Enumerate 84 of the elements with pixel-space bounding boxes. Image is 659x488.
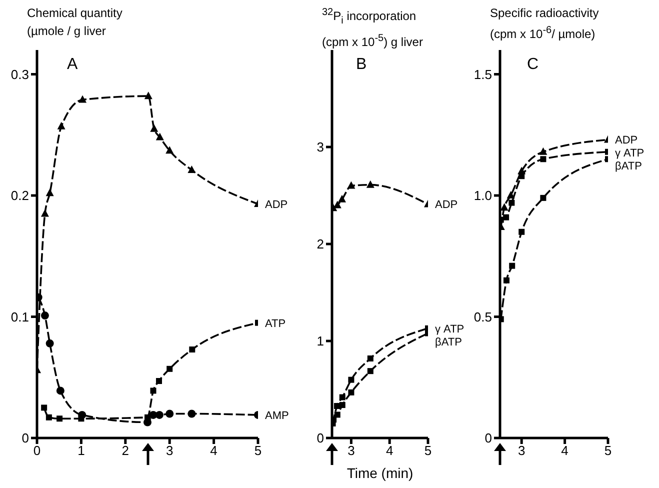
y-tick-label: 0.2 (10, 188, 29, 204)
point (334, 402, 340, 409)
chart-title: C (527, 56, 539, 74)
x-axis-title: Time (min) (346, 465, 414, 481)
y-axis-title: Chemical quantity (µmole / g liver (27, 5, 122, 40)
x-tick-label: 3 (166, 443, 174, 458)
x-tick-label: 3 (348, 443, 355, 458)
point (56, 416, 63, 422)
x-tick-label: 5 (424, 443, 432, 458)
point (339, 394, 346, 400)
series-label: ADP (435, 199, 458, 212)
point (503, 214, 510, 220)
point (506, 191, 515, 198)
point (57, 122, 66, 130)
point (144, 92, 152, 100)
x-tick-label: 1 (78, 443, 85, 458)
point (56, 386, 64, 395)
point (540, 156, 546, 162)
y-tick-label: 0 (22, 430, 29, 446)
point (518, 228, 525, 235)
series-label: ADP (265, 198, 288, 211)
point (500, 203, 508, 211)
y-tick-label: 0.1 (10, 309, 29, 324)
point (41, 404, 48, 411)
point (46, 339, 54, 348)
point (339, 402, 346, 408)
x-tick-label: 5 (604, 443, 612, 458)
point (166, 410, 174, 418)
point (338, 194, 346, 202)
point (155, 410, 164, 419)
point (509, 262, 516, 269)
point (367, 368, 374, 374)
point (367, 355, 374, 362)
point (40, 209, 49, 217)
x-tick-label: 2 (122, 443, 130, 458)
point (189, 346, 196, 352)
point (156, 378, 162, 384)
y-tick-label: 0.5 (474, 309, 492, 324)
y-tick-label: 2 (316, 236, 324, 252)
y-tick-label: 1.0 (474, 188, 492, 204)
y-tick-label: 0.3 (10, 66, 29, 82)
y-axis-title: Specific radioactivity (cpm x 10$^{-6}$/ µmole) (490, 5, 599, 43)
point (40, 312, 49, 320)
point (508, 200, 515, 206)
point (348, 389, 354, 396)
point (188, 410, 196, 418)
point (78, 95, 87, 103)
point (503, 277, 510, 284)
point (366, 180, 374, 188)
series-label: γ ATP (435, 323, 464, 336)
x-tick-label: 4 (561, 443, 568, 458)
point (539, 147, 548, 155)
point (540, 194, 546, 201)
chart-title: B (356, 56, 367, 74)
series-label: γ ATP (615, 148, 644, 160)
point (334, 412, 340, 418)
point (150, 124, 158, 132)
x-tick-label: 4 (386, 443, 394, 458)
x-tick-label: 4 (210, 443, 218, 458)
point (150, 388, 156, 394)
point (166, 366, 173, 372)
y-tick-label: 0 (316, 430, 324, 446)
y-axis-title: $^{32}$P$_{i}$ incorporation (cpm x 10$^{-5}$) g liver (322, 6, 423, 52)
series-label: ADP (615, 134, 638, 147)
y-tick-label: 1 (316, 334, 324, 349)
series-label: AMP (265, 410, 289, 422)
x-tick-label: 5 (254, 443, 262, 458)
series-label: ATP (265, 318, 286, 330)
y-tick-label: 3 (316, 140, 324, 155)
point (46, 414, 52, 420)
y-tick-label: 0 (484, 430, 492, 446)
y-tick-label: 1.5 (474, 66, 492, 82)
point (78, 410, 86, 419)
x-tick-label: 3 (518, 443, 526, 458)
point (188, 166, 196, 174)
point (348, 376, 354, 383)
chart-title: A (67, 56, 78, 74)
point (46, 188, 54, 196)
point (156, 132, 164, 140)
series-label: βATP (615, 160, 642, 173)
point (347, 181, 356, 189)
x-tick-label: 0 (33, 443, 41, 458)
point (166, 146, 174, 154)
series-label: βATP (435, 336, 462, 348)
